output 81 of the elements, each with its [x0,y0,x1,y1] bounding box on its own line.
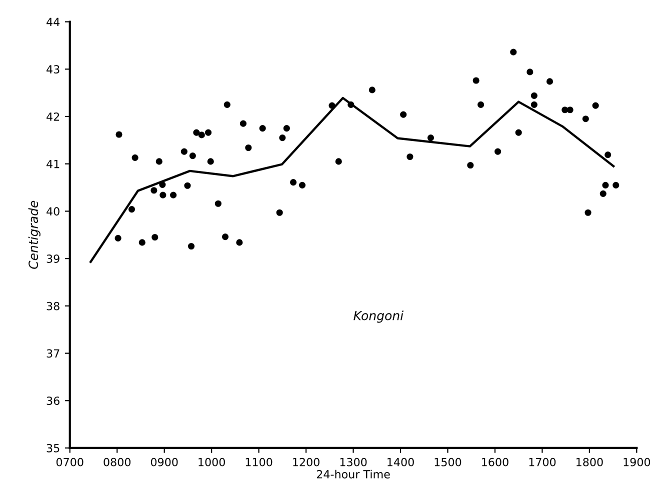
x-tick-label: 1800 [576,458,603,466]
x-tick-label: 1900 [624,458,650,466]
y-axis-title: Centigrade [28,200,40,269]
point [478,101,484,108]
y-tick-label: 44 [46,18,60,26]
point [335,158,342,165]
point [400,111,407,118]
point [427,134,434,142]
point [602,182,609,188]
point [530,101,538,108]
point [132,154,138,161]
point [368,86,376,94]
point [600,190,606,197]
point [592,102,599,109]
point [184,182,191,189]
y-tick-label: 41 [46,160,60,168]
point [526,68,534,76]
x-tick-label: 0700 [56,458,84,466]
point [180,148,188,155]
point [467,162,474,169]
x-tick-label: 1000 [198,458,225,466]
point [582,116,589,122]
point [214,200,222,207]
point [604,152,612,158]
point [150,187,158,194]
point [170,192,177,198]
x-tick-label: 1500 [434,458,462,466]
point [160,192,166,198]
point [472,77,480,84]
point [612,182,620,188]
point [245,144,252,152]
point [510,48,517,56]
y-tick-label: 42 [46,112,60,121]
x-tick-label: 1200 [293,458,320,466]
point [562,106,568,114]
point [156,158,162,165]
x-tick-label: 1600 [482,458,508,466]
point [276,209,283,216]
x-tick-label: 1700 [529,458,556,466]
point [406,153,414,160]
y-tick-label: 37 [46,349,60,358]
y-tick-label: 40 [46,207,60,216]
y-tick-label: 43 [46,65,60,74]
x-axis-title: 24-hour Time [316,470,390,478]
point [236,239,243,246]
point [240,120,247,127]
point [193,129,200,136]
y-tick-label: 36 [46,396,60,405]
point [584,209,592,216]
point [290,179,297,186]
x-tick-label: 0900 [150,458,178,466]
point [279,134,286,142]
point [530,92,538,99]
x-tick-label: 0800 [104,458,131,466]
point [298,182,306,188]
x-tick-label: 1300 [340,458,367,466]
y-tick-label: 35 [46,444,60,452]
point [283,125,290,132]
point [259,125,266,132]
y-tick-label: 38 [46,302,60,310]
point [207,158,214,165]
point [198,132,205,138]
x-tick-label: 1400 [388,458,414,466]
point [189,152,196,160]
point [138,239,146,246]
y-tick-label: 39 [46,254,60,263]
point [116,131,122,138]
point [188,242,195,250]
annotation: Kongoni [354,310,404,323]
point [204,129,212,136]
point [566,106,574,114]
point [546,78,554,85]
point [128,206,136,213]
point [494,148,502,155]
point [222,233,229,240]
point [224,101,230,108]
line-series [90,96,615,263]
point [114,234,122,242]
x-tick-label: 1100 [246,458,272,466]
point [515,129,522,136]
point [152,234,158,241]
